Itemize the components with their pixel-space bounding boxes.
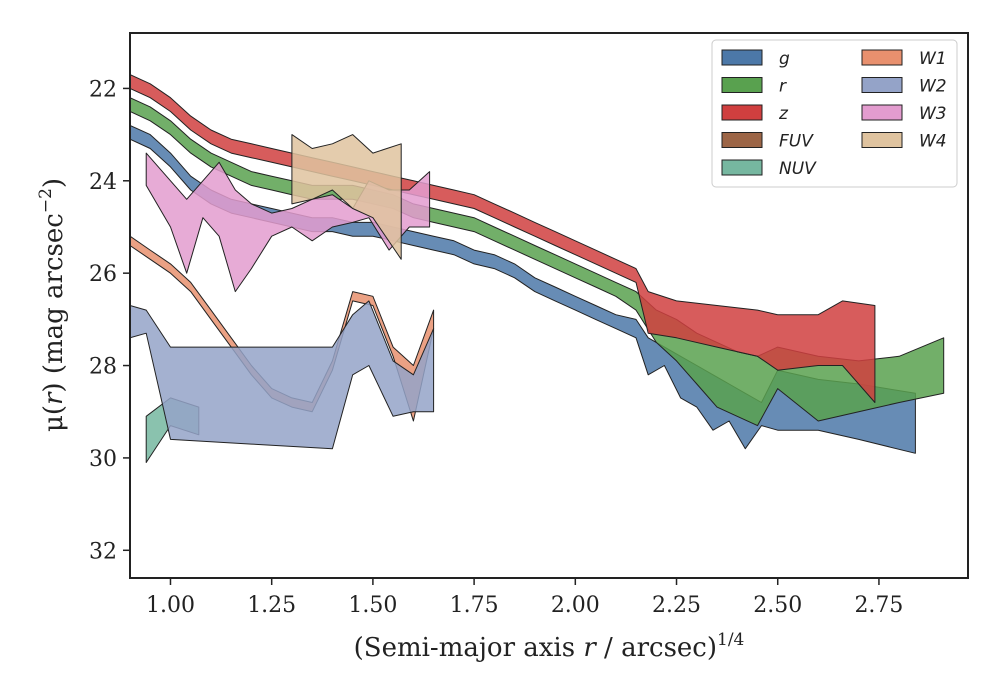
x-tick-label: 2.50 (753, 593, 802, 618)
x-tick-label: 1.25 (247, 593, 296, 618)
y-tick-label: 30 (89, 447, 117, 472)
legend-label-g: g (779, 49, 790, 69)
legend-label-W1: W1 (919, 49, 947, 69)
legend-swatch-W4 (861, 132, 903, 148)
x-tick-label: 1.50 (348, 593, 397, 618)
x-tick-label: 1.75 (450, 593, 499, 618)
legend-swatch-W3 (861, 104, 903, 121)
legend-label-r: r (779, 77, 787, 97)
y-axis-label: μ(r) (mag arcsec−2) (36, 178, 69, 432)
series-band-W4 (291, 134, 402, 260)
series-band-W3 (145, 152, 431, 293)
x-axis-label: (Semi-major axis r / arcsec)1/4 (354, 630, 745, 663)
y-tick-label: 22 (89, 77, 117, 102)
legend-swatch-W1 (861, 49, 903, 66)
legend-label-W2: W2 (919, 77, 947, 97)
plot-frame (129, 32, 969, 579)
x-tick-label: 1.00 (146, 593, 195, 618)
legend-swatch-r (721, 77, 763, 93)
legend-swatch-z (721, 104, 763, 121)
legend-label-z: z (778, 104, 789, 124)
legend-label-FUV: FUV (779, 132, 814, 152)
y-tick-label: 32 (89, 539, 117, 564)
legend-frame (711, 39, 958, 188)
y-tick-label: 26 (89, 262, 117, 287)
axes: 1.00 1.25 1.50 1.75 2.00 2.25 2.50 2.75 22 24 26 28… (89, 77, 903, 618)
series-band-W2 (130, 300, 435, 450)
legend-swatch-NUV (721, 159, 763, 176)
profile-bands (130, 74, 945, 463)
x-tick-label: 2.00 (551, 593, 600, 618)
legend-swatch-W2 (861, 77, 903, 93)
legend-label-W4: W4 (919, 132, 947, 152)
x-tick-label: 2.75 (854, 593, 903, 618)
y-tick-label: 24 (89, 170, 117, 195)
legend: grz FUV NUV W1 W2 W3 W4 (711, 39, 958, 188)
legend-swatch-FUV (721, 132, 763, 148)
legend-label-NUV: NUV (779, 159, 817, 179)
y-tick-label: 28 (89, 355, 117, 380)
x-tick-label: 2.25 (652, 593, 701, 618)
legend-swatch-g (721, 49, 763, 66)
legend-label-W3: W3 (919, 104, 947, 124)
